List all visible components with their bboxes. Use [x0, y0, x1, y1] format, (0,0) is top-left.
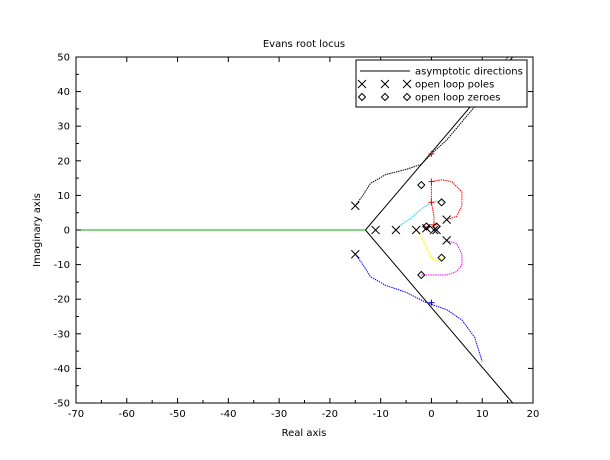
y-tick-label: -40	[54, 364, 70, 375]
legend-zero-swatch	[402, 92, 412, 102]
y-tick-label: 20	[57, 156, 70, 167]
plot-area	[76, 57, 514, 403]
gain-marker-2	[428, 199, 435, 206]
legend-item: open loop zeroes	[357, 92, 500, 104]
x-tick-label: -50	[169, 409, 185, 420]
y-tick-label: -50	[54, 399, 70, 410]
gain-marker-1	[428, 178, 435, 185]
x-tick-label: 20	[527, 409, 540, 420]
y-tick-label: -30	[54, 329, 70, 340]
legend-zero-swatch	[380, 92, 390, 102]
x-tick-label: -30	[271, 409, 287, 420]
x-axis: -70 -60 -50 -40 -30 -20 -10 0 10 20	[68, 57, 540, 420]
legend-pole-swatch	[380, 79, 390, 89]
y-tick-label: 10	[57, 191, 70, 202]
pole-marker	[442, 236, 452, 245]
gain-marker-0	[428, 150, 435, 157]
legend-item: asymptotic directions	[360, 67, 523, 78]
y-tick-label: 0	[64, 226, 70, 237]
locus-branch-4	[421, 239, 463, 276]
x-tick-label: 0	[428, 409, 434, 420]
x-tick-label: -10	[372, 409, 388, 420]
pole-marker	[350, 201, 360, 211]
locus-branch-3	[430, 179, 463, 225]
zero-marker	[422, 222, 431, 231]
legend-item: open loop poles	[357, 79, 494, 91]
y-tick-label: -20	[54, 295, 70, 306]
x-tick-label: -70	[68, 409, 84, 420]
legend-label: open loop poles	[415, 80, 494, 91]
y-tick-label: -10	[54, 260, 70, 271]
gain-marker-4	[428, 299, 435, 306]
locus-branch-5	[395, 200, 445, 231]
zero-marker	[417, 180, 426, 190]
x-axis-title: Real axis	[282, 428, 327, 439]
zero-marker	[417, 270, 426, 280]
x-tick-label: -60	[119, 409, 135, 420]
legend: asymptotic directions open loop poles open…	[355, 59, 528, 108]
asymptote-down	[365, 229, 514, 403]
locus-branch-6	[415, 229, 442, 262]
y-axis-title: Imaginary axis	[32, 193, 43, 267]
pole-marker	[371, 225, 380, 235]
pole-marker	[391, 225, 401, 235]
y-tick-label: 30	[57, 122, 70, 133]
y-axis: -50 -40 -30 -20 -10 0 10 20 30 40 50	[54, 53, 533, 410]
x-tick-label: -40	[220, 409, 236, 420]
legend-label: open loop zeroes	[415, 93, 500, 104]
pole-marker	[429, 225, 439, 235]
zero-marker	[437, 198, 446, 207]
legend-pole-swatch	[402, 79, 412, 89]
legend-label: asymptotic directions	[415, 67, 523, 78]
chart-title: Evans root locus	[263, 39, 345, 50]
legend-zero-swatch	[357, 92, 367, 102]
pole-marker	[411, 225, 421, 235]
zero-marker	[437, 253, 446, 262]
y-tick-label: 50	[57, 53, 70, 64]
locus-branch-1	[354, 57, 509, 207]
y-tick-label: 40	[57, 87, 70, 98]
pole-marker	[350, 249, 360, 259]
pole-marker	[442, 215, 452, 224]
legend-pole-swatch	[357, 79, 367, 89]
x-tick-label: -20	[322, 409, 338, 420]
zero-marker	[432, 222, 441, 231]
x-tick-label: 10	[476, 409, 489, 420]
